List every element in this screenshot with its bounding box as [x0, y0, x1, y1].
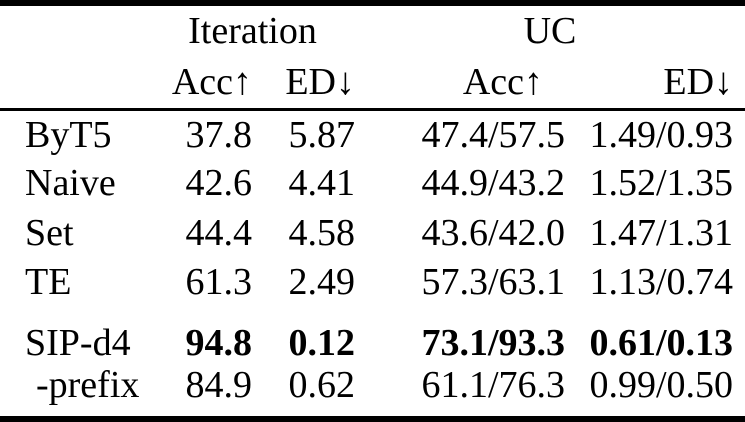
- sub-header-row: Acc↑ ED↓ Acc↑ ED↓: [0, 56, 745, 111]
- cell-iteration-acc: 84.9: [185, 364, 253, 407]
- cell-uc-acc: 73.1/93.3: [421, 322, 565, 365]
- corner-spacer: [0, 3, 150, 56]
- cell-uc-ed: 1.52/1.35: [589, 162, 734, 205]
- cell-iteration-acc: 61.3: [185, 260, 253, 303]
- table-row-sip-d4: SIP-d4 94.8 0.12 73.1/93.3 0.61/0.13: [0, 307, 745, 365]
- col-header-uc-ed: ED↓: [565, 56, 745, 111]
- column-group-uc: UC: [523, 10, 577, 52]
- table-row-naive: Naive 42.6 4.41 44.9/43.2 1.52/1.35: [0, 159, 745, 208]
- cell-iteration-acc: 44.4: [185, 211, 253, 254]
- cell-uc-acc: 43.6/42.0: [421, 211, 565, 254]
- cell-uc-acc: 61.1/76.3: [421, 364, 565, 407]
- cell-iteration-ed: 5.87: [288, 113, 356, 156]
- cell-uc-ed: 1.13/0.74: [589, 260, 734, 303]
- row-label: -prefix: [36, 364, 140, 407]
- table-row-te: TE 61.3 2.49 57.3/63.1 1.13/0.74: [0, 257, 745, 306]
- table-row-set: Set 44.4 4.58 43.6/42.0 1.47/1.31: [0, 208, 745, 257]
- cell-uc-acc: 57.3/63.1: [421, 260, 565, 303]
- table-row-prefix: -prefix 84.9 0.62 61.1/76.3 0.99/0.50: [0, 364, 745, 419]
- cell-uc-ed: 0.99/0.50: [589, 364, 734, 407]
- table-row-byt5: ByT5 37.8 5.87 47.4/57.5 1.49/0.93: [0, 110, 745, 159]
- cell-uc-ed: 0.61/0.13: [589, 322, 734, 365]
- cell-iteration-ed: 4.58: [288, 211, 356, 254]
- cell-iteration-ed: 2.49: [288, 260, 356, 303]
- cell-uc-ed: 1.47/1.31: [589, 211, 734, 254]
- col-header-iteration-acc: Acc↑: [150, 56, 252, 111]
- cell-uc-acc: 47.4/57.5: [421, 113, 565, 156]
- cell-uc-acc: 44.9/43.2: [421, 162, 565, 205]
- cell-uc-ed: 1.49/0.93: [589, 113, 734, 156]
- cell-iteration-ed: 0.12: [288, 322, 356, 365]
- column-group-row: Iteration UC: [0, 3, 745, 56]
- cell-iteration-acc: 94.8: [185, 322, 253, 365]
- cell-iteration-ed: 4.41: [288, 162, 356, 205]
- row-label-header-spacer: [0, 56, 150, 111]
- col-header-iteration-ed: ED↓: [252, 56, 355, 111]
- row-label: Naive: [25, 162, 116, 205]
- cell-iteration-acc: 42.6: [185, 162, 253, 205]
- row-label: SIP-d4: [25, 322, 131, 365]
- table-body: ByT5 37.8 5.87 47.4/57.5 1.49/0.93 Naive…: [0, 110, 745, 420]
- row-label: ByT5: [25, 113, 112, 156]
- column-group-iteration: Iteration: [188, 10, 317, 52]
- row-label: TE: [25, 260, 72, 303]
- col-header-uc-acc: Acc↑: [355, 56, 565, 111]
- cell-iteration-acc: 37.8: [185, 113, 253, 156]
- cell-iteration-ed: 0.62: [288, 364, 356, 407]
- table-header: Iteration UC Acc↑ ED↓ Acc↑ ED↓: [0, 3, 745, 111]
- row-label: Set: [25, 211, 74, 254]
